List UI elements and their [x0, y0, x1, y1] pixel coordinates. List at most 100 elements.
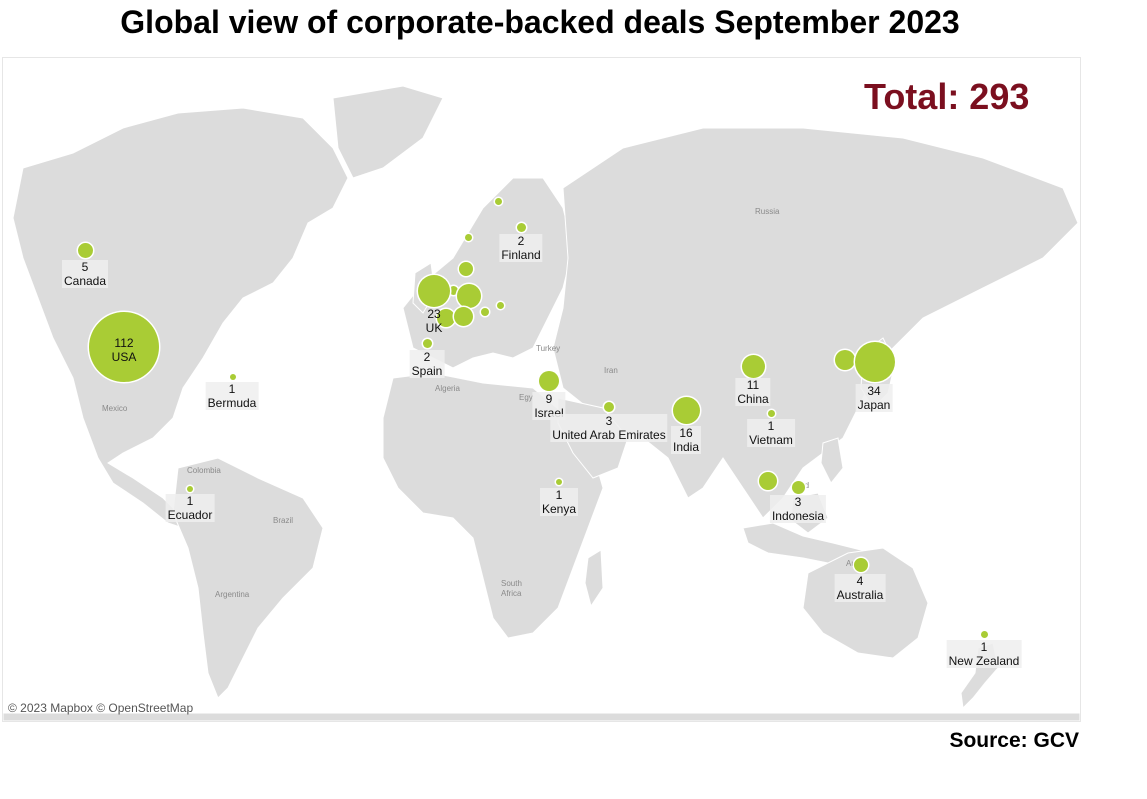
deal-count-israel: 9 — [545, 392, 553, 406]
deal-label-ecuador: 1 Ecuador — [165, 494, 215, 522]
world-map[interactable]: Russia Mexico Colombia Brazil Algeria Tu… — [2, 57, 1081, 722]
deal-count-china: 11 — [746, 378, 760, 392]
madagascar-landmass — [584, 549, 604, 608]
deal-label-canada: 5 Canada — [61, 260, 109, 288]
deal-bubble-austria[interactable] — [481, 308, 489, 316]
deal-count-japan: 34 — [867, 384, 881, 398]
deal-label-china: 11 China — [735, 378, 771, 406]
deal-country-indonesia: Indonesia — [771, 509, 825, 523]
deal-count-ecuador: 1 — [186, 494, 194, 508]
deal-bubble-germany[interactable] — [457, 284, 481, 308]
deal-bubble-sweden[interactable] — [495, 198, 502, 205]
deal-bubble-china[interactable] — [742, 355, 765, 378]
deal-label-bermuda: 1 Bermuda — [205, 382, 259, 410]
deal-country-china: China — [737, 392, 769, 406]
deal-bubble-poland[interactable] — [497, 302, 504, 309]
deal-bubble-israel[interactable] — [539, 371, 559, 391]
deal-bubble-denmark[interactable] — [459, 262, 473, 276]
deal-label-vietnam: 1 Vietnam — [747, 419, 795, 447]
deal-bubble-switzerland[interactable] — [454, 307, 473, 326]
deal-country-japan: Japan — [857, 398, 891, 412]
deal-bubble-new-zealand[interactable] — [981, 631, 988, 638]
deal-bubble-india[interactable] — [673, 397, 700, 424]
deal-count-uae: 3 — [605, 414, 613, 428]
geo-label-egypt: Egy — [519, 393, 533, 402]
map-title: Global view of corporate-backed deals Se… — [120, 4, 960, 40]
deal-label-india: 16 India — [670, 426, 702, 454]
deal-country-australia: Australia — [836, 588, 884, 602]
deal-country-finland: Finland — [501, 248, 541, 262]
deal-label-new-zealand: 1 New Zealand — [946, 640, 1022, 668]
deal-bubble-netherlands[interactable] — [449, 286, 458, 295]
deal-bubble-usa[interactable] — [89, 312, 159, 382]
deal-country-india: India — [672, 440, 700, 454]
deal-country-spain: Spain — [411, 364, 443, 378]
world-basemap — [3, 85, 1080, 721]
geo-label-mexico: Mexico — [102, 404, 128, 413]
geo-label-brazil: Brazil — [273, 516, 294, 525]
deal-count-vietnam: 1 — [767, 419, 775, 433]
deal-country-kenya: Kenya — [541, 502, 577, 516]
deal-bubble-france[interactable] — [437, 309, 455, 327]
geo-label-colombia: Colombia — [187, 466, 221, 475]
deal-country-canada: Canada — [63, 274, 107, 288]
deal-bubble-japan[interactable] — [855, 342, 895, 382]
deal-bubble-bermuda[interactable] — [230, 374, 236, 380]
deal-bubble-ecuador[interactable] — [187, 486, 193, 492]
geo-label-south-africa-2: Africa — [501, 589, 522, 598]
deal-label-spain: 2 Spain — [409, 350, 445, 378]
geo-label-south-africa-1: South — [501, 579, 522, 588]
deal-label-uk: 23 UK — [424, 307, 445, 335]
deal-bubble-south-korea[interactable] — [835, 350, 855, 370]
deal-country-bermuda: Bermuda — [207, 396, 257, 410]
deal-label-japan: 34 Japan — [855, 384, 893, 412]
deal-label-australia: 4 Australia — [834, 574, 886, 602]
deal-country-usa: USA — [111, 350, 137, 364]
deal-label-kenya: 1 Kenya — [539, 488, 579, 516]
deal-bubble-norway[interactable] — [465, 234, 472, 241]
deal-bubble-uk[interactable] — [418, 275, 450, 307]
source-note: Source: GCV — [949, 729, 1079, 752]
deal-country-uk: UK — [425, 321, 443, 335]
deal-count-australia: 4 — [856, 574, 864, 588]
deal-bubble-canada[interactable] — [78, 243, 93, 258]
deal-bubble-indonesia[interactable] — [792, 481, 805, 494]
deal-count-finland: 2 — [517, 234, 525, 248]
geo-label-australia-small: Au — [846, 559, 856, 568]
deal-bubble-finland[interactable] — [517, 223, 526, 232]
deal-count-spain: 2 — [423, 350, 431, 364]
deal-count-canada: 5 — [81, 260, 89, 274]
deal-label-finland: 2 Finland — [499, 234, 543, 262]
deal-count-indonesia: 3 — [794, 495, 802, 509]
deal-count-bermuda: 1 — [228, 382, 236, 396]
philippines-landmass — [820, 437, 844, 484]
asia-landmass — [552, 127, 1079, 519]
deal-country-ecuador: Ecuador — [167, 508, 213, 522]
deal-count-india: 16 — [679, 426, 693, 440]
deal-bubble-australia[interactable] — [854, 558, 868, 572]
deal-count-new-zealand: 1 — [980, 640, 988, 654]
antarctica-edge — [3, 712, 1080, 721]
geo-label-argentina: Argentina — [215, 590, 250, 599]
australia-landmass — [802, 547, 929, 659]
deal-count-uk: 23 — [427, 307, 441, 321]
deal-label-indonesia: 3 Indonesia — [769, 495, 827, 523]
deal-bubble-singapore[interactable] — [759, 472, 777, 490]
deal-bubble-vietnam[interactable] — [768, 410, 775, 417]
deal-label-usa: 112 USA — [110, 336, 139, 364]
deal-country-new-zealand: New Zealand — [948, 654, 1020, 668]
deal-bubble-uae[interactable] — [604, 402, 614, 412]
map-attribution[interactable]: © 2023 Mapbox © OpenStreetMap — [8, 701, 194, 715]
north-america-landmass — [12, 107, 349, 529]
geo-label-russia: Russia — [755, 207, 780, 216]
deal-count-kenya: 1 — [555, 488, 563, 502]
deal-country-vietnam: Vietnam — [749, 433, 793, 447]
deal-label-uae: 3 United Arab Emirates — [550, 414, 668, 442]
geo-label-turkey: Turkey — [536, 344, 561, 353]
deal-bubble-spain[interactable] — [423, 339, 432, 348]
geo-label-algeria: Algeria — [435, 384, 460, 393]
deal-country-uae: United Arab Emirates — [552, 428, 666, 442]
total-deals: Total: 293 — [864, 76, 1030, 117]
deal-bubble-kenya[interactable] — [556, 479, 562, 485]
geo-label-iran: Iran — [604, 366, 618, 375]
